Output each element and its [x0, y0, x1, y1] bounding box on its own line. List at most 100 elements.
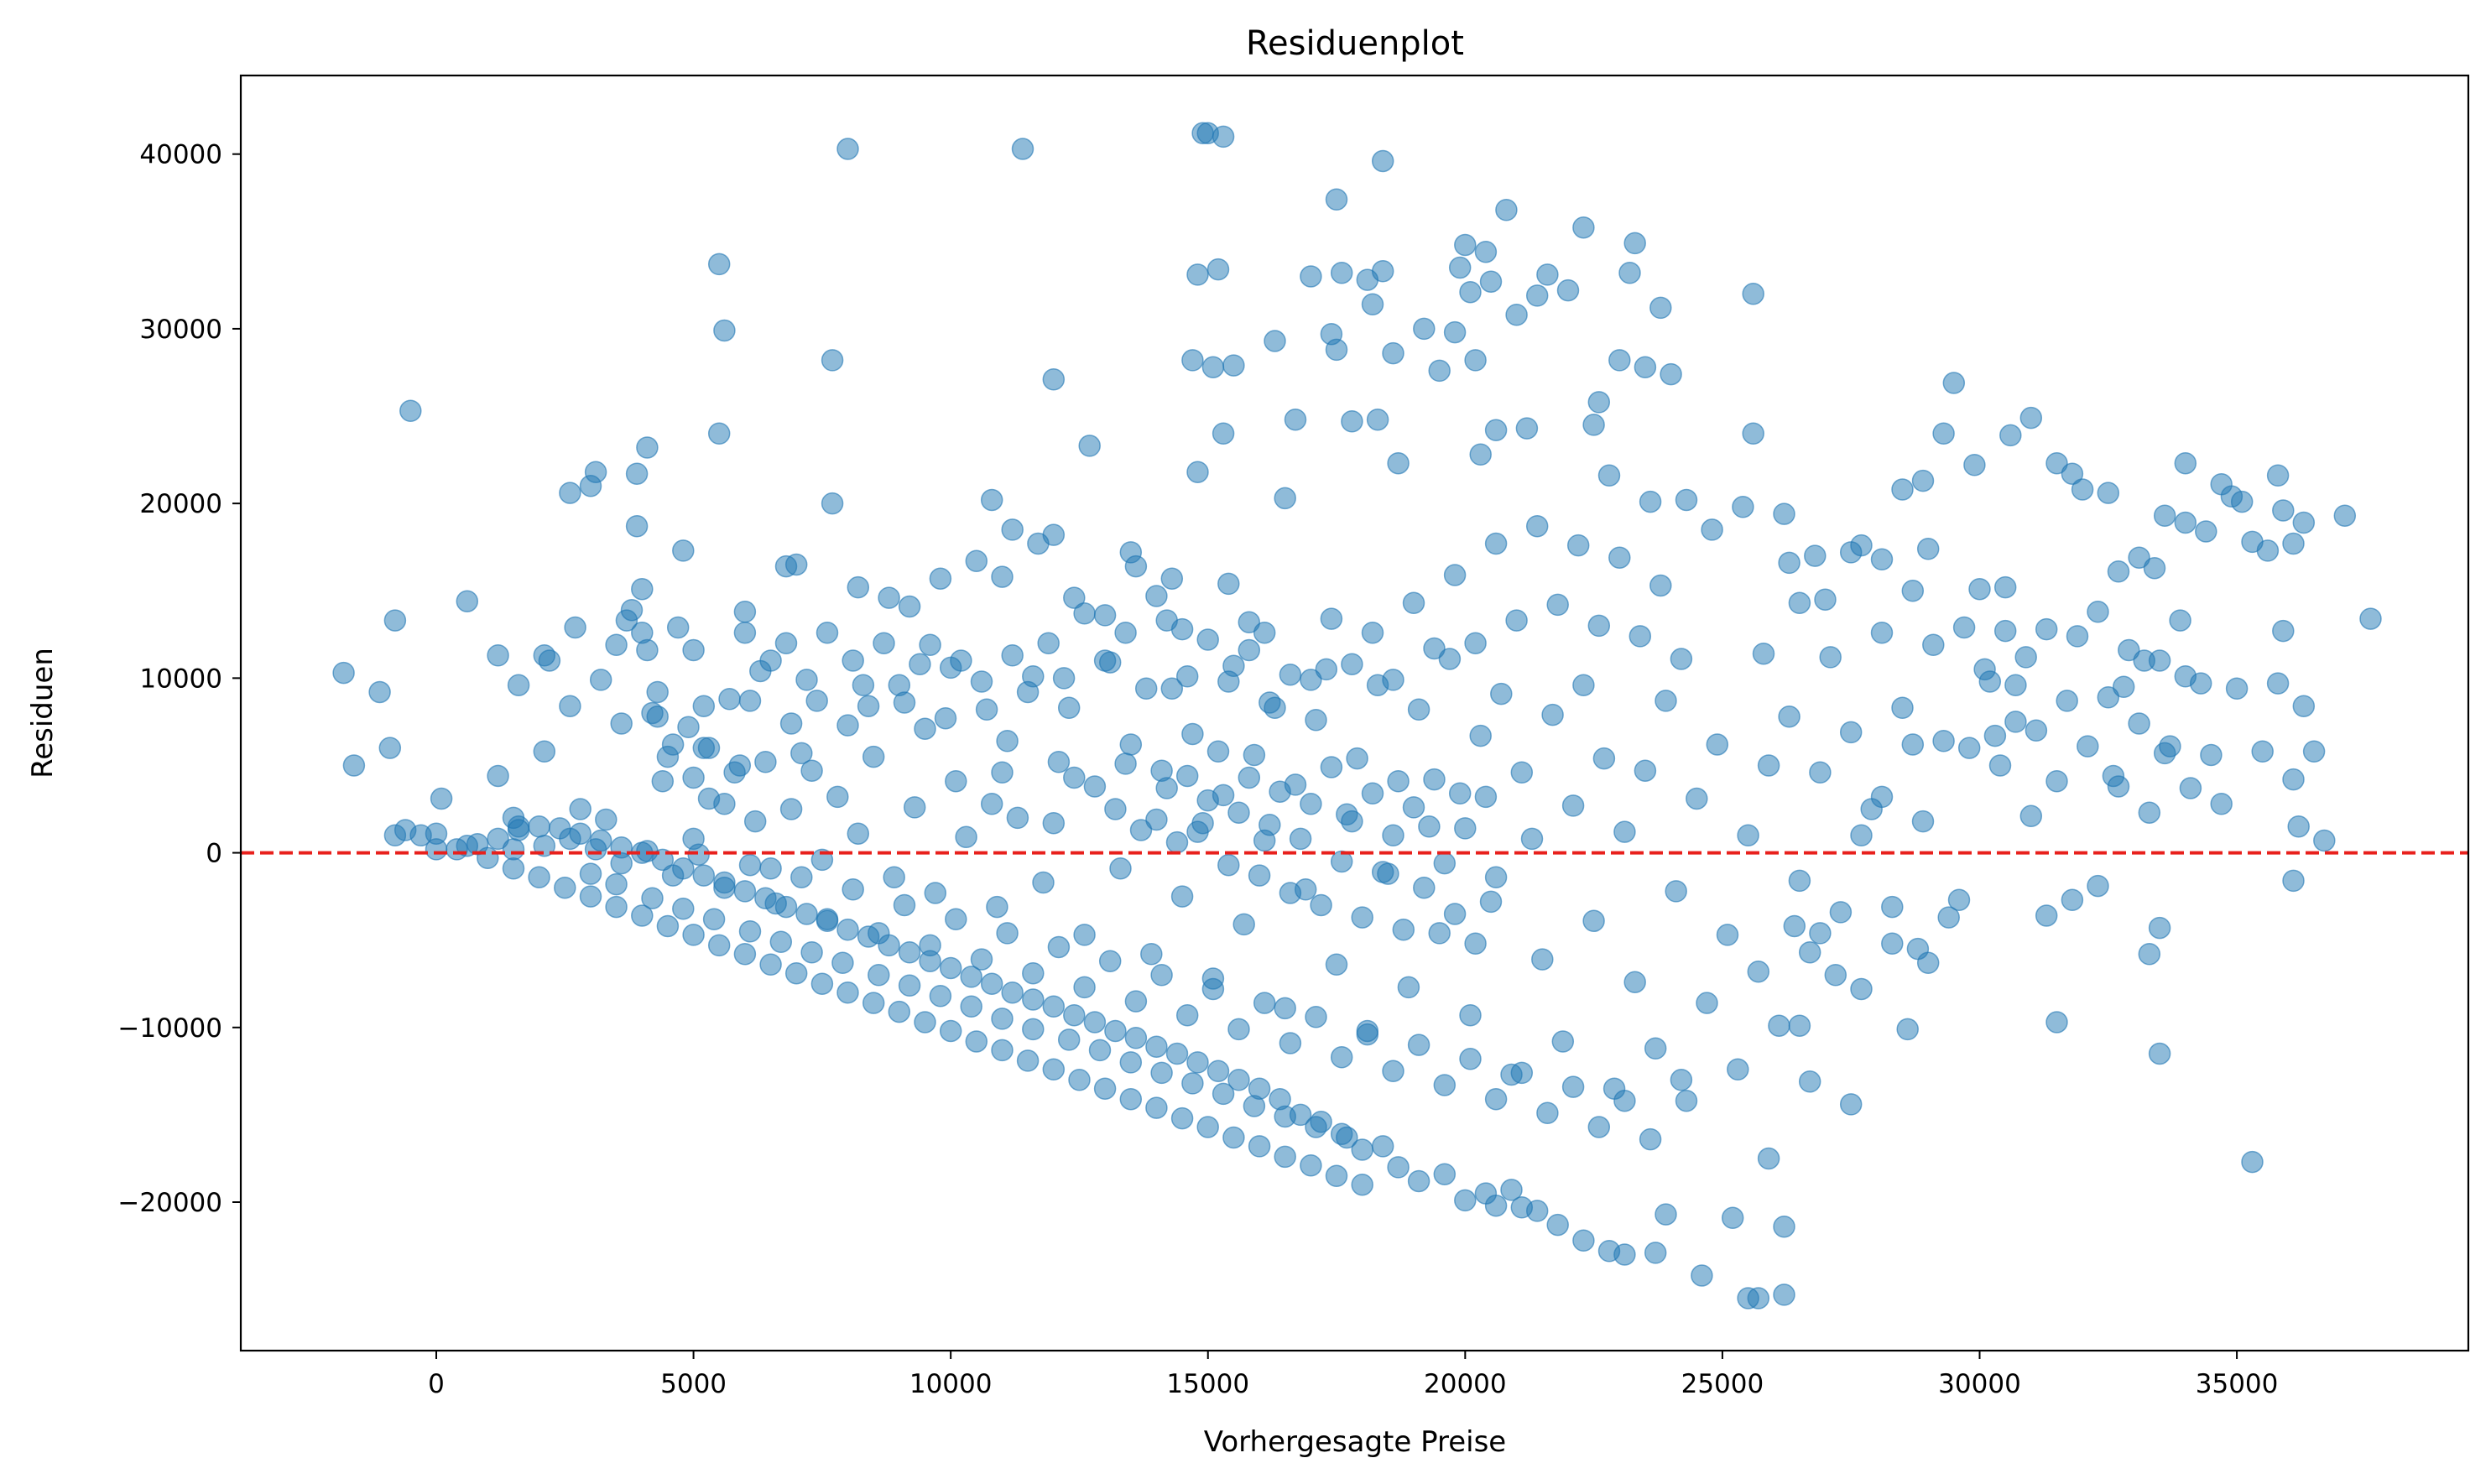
- data-point: [1248, 864, 1271, 887]
- data-point: [1119, 1087, 1143, 1111]
- data-point: [1068, 1069, 1091, 1091]
- data-point: [383, 609, 407, 632]
- data-point: [672, 539, 695, 562]
- data-point: [996, 730, 1019, 752]
- data-point: [1798, 1070, 1821, 1093]
- data-point: [1665, 880, 1687, 903]
- data-point: [1175, 764, 1199, 788]
- data-point: [1479, 270, 1503, 293]
- data-point: [1566, 534, 1590, 557]
- data-point: [878, 586, 900, 609]
- data-point: [738, 853, 762, 877]
- data-point: [975, 698, 998, 721]
- data-point: [1238, 611, 1261, 633]
- data-point: [2179, 777, 2202, 799]
- data-point: [425, 838, 448, 861]
- data-point: [1346, 747, 1368, 770]
- data-point: [1587, 614, 1611, 638]
- data-point: [1336, 1126, 1358, 1149]
- data-point: [1382, 669, 1404, 691]
- data-point: [1505, 609, 1528, 632]
- data-point: [1546, 1213, 1569, 1237]
- data-point: [743, 810, 767, 833]
- data-point: [1387, 1156, 1410, 1179]
- data-point: [1901, 579, 1925, 602]
- data-point: [399, 399, 422, 423]
- data-point: [1443, 903, 1467, 925]
- data-point: [1222, 1126, 1245, 1149]
- data-point: [960, 995, 982, 1018]
- data-point: [1993, 619, 2017, 643]
- data-point: [1016, 1049, 1040, 1072]
- data-point: [502, 857, 525, 880]
- data-point: [1078, 435, 1101, 457]
- data-point: [538, 649, 561, 672]
- data-point: [939, 956, 962, 980]
- data-point: [1083, 1011, 1107, 1034]
- data-point: [554, 876, 576, 899]
- data-point: [738, 920, 762, 943]
- data-point: [1561, 794, 1585, 817]
- data-point: [914, 717, 936, 740]
- data-point: [1114, 752, 1137, 775]
- data-point: [2266, 464, 2290, 487]
- data-point: [605, 895, 628, 919]
- data-point: [1839, 1093, 1863, 1116]
- x-tick-label: 0: [428, 1369, 445, 1399]
- data-point: [1942, 372, 1966, 394]
- data-point: [939, 1019, 962, 1043]
- data-point: [2359, 607, 2382, 630]
- data-point: [919, 934, 941, 957]
- data-point: [1407, 1034, 1431, 1056]
- data-point: [1757, 754, 1780, 777]
- data-point: [707, 253, 731, 276]
- data-point: [945, 908, 967, 930]
- data-point: [605, 633, 628, 657]
- data-point: [1973, 658, 1996, 681]
- data-point: [1160, 567, 1184, 590]
- data-point: [687, 843, 710, 866]
- data-point: [1073, 924, 1096, 946]
- data-point: [656, 914, 680, 938]
- data-point: [805, 690, 828, 712]
- data-point: [1063, 586, 1086, 609]
- data-point: [1870, 621, 1894, 644]
- data-point: [579, 862, 602, 885]
- data-point: [1454, 233, 1477, 257]
- data-point: [1196, 789, 1219, 812]
- data-point: [718, 688, 741, 711]
- data-point: [1993, 575, 2017, 599]
- data-point: [1655, 690, 1677, 712]
- data-point: [2128, 546, 2150, 569]
- data-point: [1608, 546, 1631, 569]
- y-tick-label: −20000: [117, 1188, 222, 1218]
- data-point: [646, 705, 669, 728]
- data-point: [1742, 422, 1764, 445]
- data-point: [595, 808, 618, 831]
- data-point: [1119, 733, 1143, 756]
- data-point: [2195, 520, 2217, 543]
- data-point: [991, 565, 1014, 588]
- data-point: [868, 922, 890, 945]
- data-point: [1022, 961, 1045, 985]
- data-point: [1649, 296, 1672, 320]
- data-point: [2143, 556, 2166, 580]
- data-point: [1119, 1051, 1143, 1074]
- data-point: [1618, 262, 1641, 284]
- data-point: [610, 851, 633, 875]
- data-point: [1768, 1014, 1790, 1037]
- data-point: [1469, 443, 1492, 466]
- data-point: [1114, 621, 1137, 644]
- data-point: [610, 712, 633, 735]
- data-point: [1860, 798, 1883, 820]
- data-point: [929, 567, 952, 590]
- data-point: [1093, 649, 1117, 672]
- data-point: [1556, 279, 1580, 302]
- data-point: [1325, 1164, 1348, 1188]
- data-point: [1310, 893, 1332, 917]
- data-point: [1413, 876, 1436, 899]
- data-point: [713, 876, 736, 899]
- data-point: [1165, 1042, 1189, 1065]
- data-point: [2107, 560, 2130, 583]
- data-point: [1732, 496, 1754, 518]
